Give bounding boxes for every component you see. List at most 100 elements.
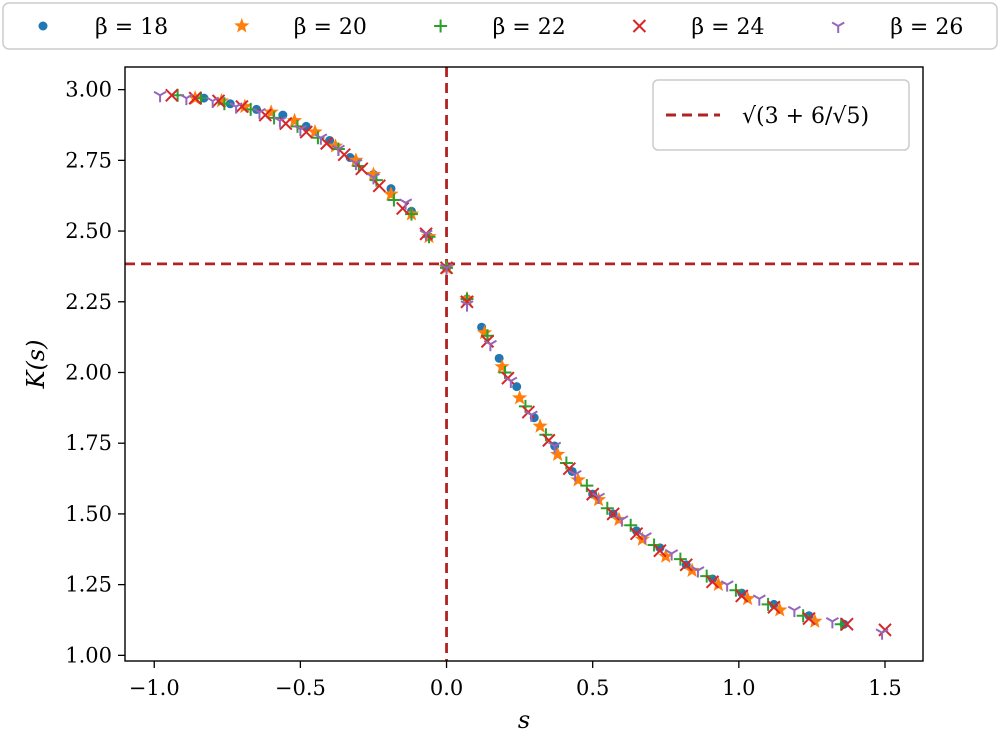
data-point [263, 104, 279, 119]
data-point [194, 91, 208, 105]
data-point [153, 90, 167, 103]
data-point [348, 152, 364, 167]
x-tick-label: 1.5 [868, 676, 901, 700]
data-point [293, 124, 307, 137]
series-5 [153, 90, 889, 640]
data-point [206, 96, 220, 108]
data-point [740, 590, 756, 606]
series-legend-frame [2, 2, 998, 50]
data-point [548, 441, 562, 454]
legend-item: β = 22 [434, 15, 566, 40]
data-point [559, 456, 573, 470]
reference-lines [125, 67, 923, 661]
y-tick-label: 2.00 [65, 360, 112, 384]
x-tick-label: −1.0 [129, 676, 180, 700]
data-point [419, 229, 433, 241]
data-point [494, 353, 504, 363]
plot-frame [124, 66, 924, 662]
data-point [213, 92, 230, 108]
legend-label: β = 24 [691, 15, 764, 40]
legend-label: β = 26 [890, 15, 963, 40]
data-point [825, 617, 839, 629]
x-tick-label: −0.5 [275, 676, 326, 700]
data-point [327, 138, 344, 153]
y-tick-label: 1.50 [65, 502, 112, 526]
data-point [550, 446, 566, 461]
data-point [679, 558, 693, 572]
data-point [767, 600, 781, 614]
data-point [365, 166, 382, 181]
x-axis-label: s [518, 706, 530, 732]
data-point [460, 292, 474, 306]
plot-area [124, 66, 924, 662]
y-tick-label: 3.00 [65, 78, 112, 102]
y-tick-label: 1.00 [65, 643, 112, 667]
data-point [524, 410, 538, 422]
y-tick-label: 2.75 [65, 148, 112, 172]
data-point [314, 133, 328, 145]
data-point [629, 527, 644, 541]
data-point [460, 300, 474, 312]
x-tick-label: 1.0 [722, 676, 755, 700]
data-point [252, 107, 267, 120]
data-point [512, 389, 528, 405]
legend-marker [831, 21, 845, 33]
data-point [483, 339, 497, 352]
data-point [337, 147, 351, 162]
data-point [237, 98, 253, 114]
y-axis-label: K(s) [22, 340, 50, 390]
data-point [834, 617, 848, 631]
y-tick-label: 2.25 [65, 290, 112, 314]
data-point [395, 201, 410, 216]
data-point [840, 617, 854, 631]
data-point [570, 471, 586, 487]
data-point [735, 589, 749, 603]
data-points [153, 88, 892, 640]
data-point [399, 198, 413, 210]
x-tick-label: 0.0 [430, 676, 463, 700]
legend-marker [632, 19, 647, 33]
data-point [494, 358, 510, 374]
legend-item: β = 20 [234, 15, 367, 40]
data-point [720, 580, 734, 592]
data-point [235, 99, 249, 114]
data-point [165, 88, 179, 102]
data-point [211, 94, 226, 108]
data-point [772, 602, 788, 617]
data-point [632, 526, 642, 536]
data-point [653, 543, 667, 558]
data-point [807, 613, 823, 628]
x-axis: −1.0 −0.5 0.0 0.5 1.0 1.5 [129, 661, 902, 700]
data-point [504, 376, 518, 388]
data-point [460, 295, 474, 309]
data-point [273, 116, 287, 128]
legend-label: β = 18 [95, 15, 168, 40]
data-point [787, 605, 801, 618]
reference-legend-label: √(3 + 6/√5) [742, 104, 869, 129]
data-point [691, 566, 705, 578]
y-tick-label: 1.75 [65, 431, 112, 455]
legend-item: β = 26 [831, 15, 963, 40]
legend-item: β = 24 [632, 15, 765, 40]
data-point [229, 102, 243, 114]
legend-label: β = 22 [493, 15, 566, 40]
data-point [705, 575, 720, 589]
data-point [512, 382, 522, 392]
reference-legend-frame [652, 79, 910, 151]
data-point [349, 158, 363, 171]
data-point [355, 162, 369, 176]
data-point [188, 91, 202, 105]
data-point [591, 492, 606, 504]
data-point [498, 365, 512, 379]
data-point [568, 469, 582, 482]
data-point [638, 532, 652, 544]
data-point [532, 418, 548, 433]
data-point [383, 186, 399, 201]
data-point [580, 479, 594, 493]
y-tick-label: 2.50 [65, 219, 112, 243]
data-point [539, 428, 553, 442]
data-point [518, 399, 532, 413]
data-point [307, 124, 323, 139]
data-point [319, 136, 334, 151]
